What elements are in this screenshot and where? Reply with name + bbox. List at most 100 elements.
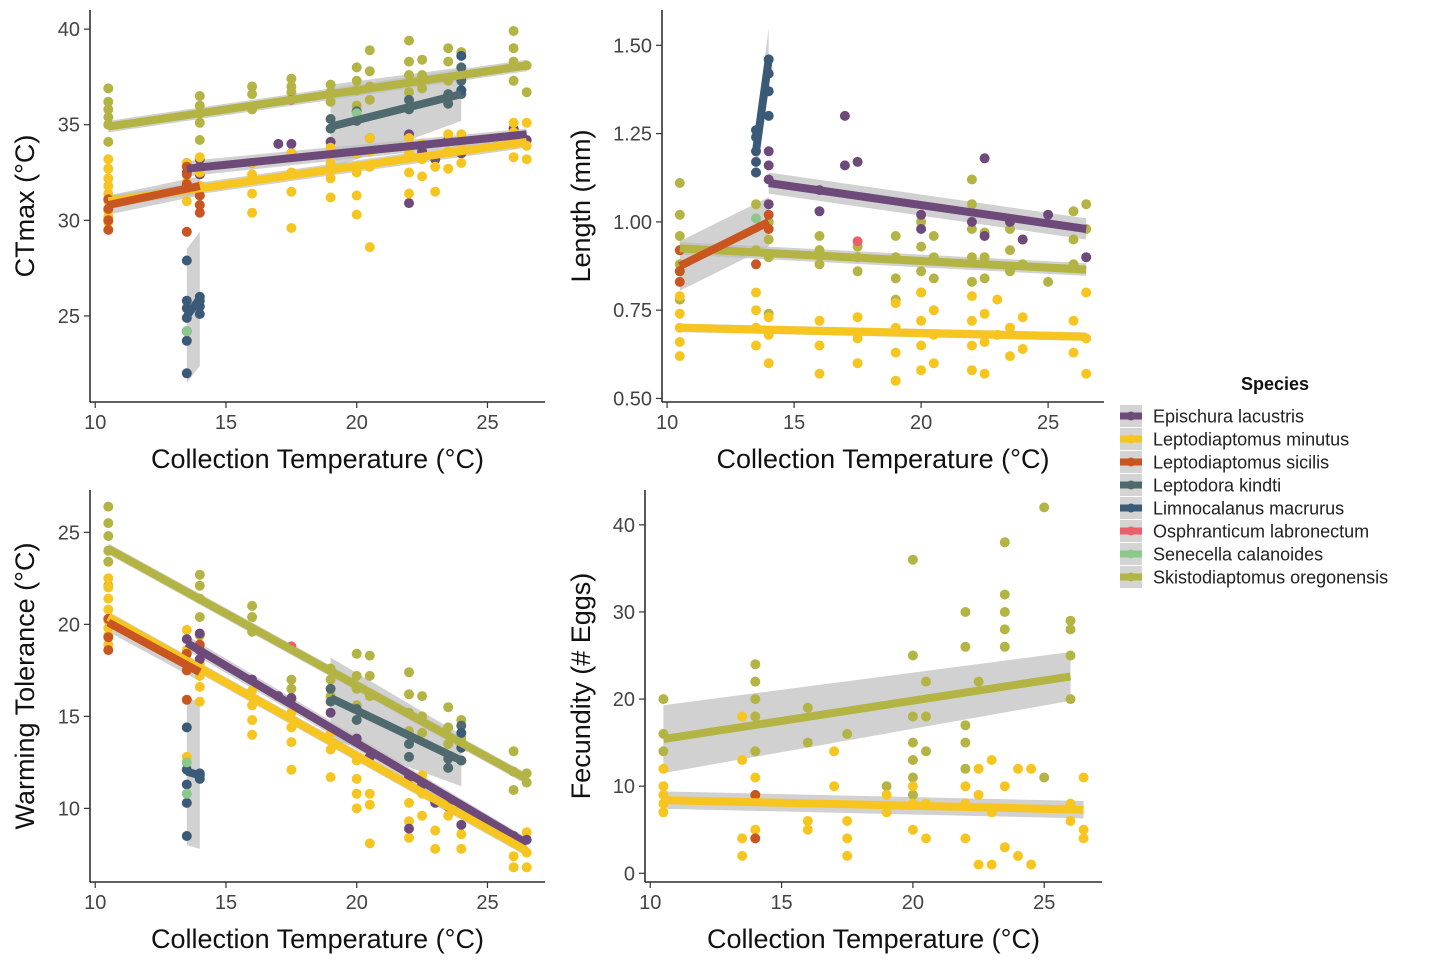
data-point-sko — [508, 785, 519, 795]
data-point-lmin — [351, 788, 362, 799]
data-point-sko — [364, 670, 375, 681]
data-point-sko — [928, 273, 939, 284]
data-point-lkin — [443, 762, 454, 773]
data-point-sko — [194, 100, 205, 111]
data-point-lsic — [194, 207, 205, 218]
y-tick-label: 30 — [613, 602, 635, 624]
fit-line-epi — [184, 639, 529, 847]
data-point-sko — [999, 641, 1010, 652]
legend-item-epi: Epischura lacustris — [1120, 405, 1304, 427]
data-point-sko — [508, 746, 519, 757]
data-point-lmin — [247, 729, 258, 740]
data-point-lmin — [802, 824, 813, 835]
data-point-lmin — [928, 305, 939, 316]
y-tick-label: 15 — [58, 706, 80, 728]
data-point-lmin — [999, 842, 1010, 853]
data-point-lmin — [907, 781, 918, 792]
legend-key-point — [1126, 526, 1136, 536]
legend-item-lmac: Limnocalanus macrurus — [1120, 497, 1344, 519]
data-point-sko — [351, 648, 362, 659]
legend-key-point — [1126, 411, 1136, 421]
legend-label: Limnocalanus macrurus — [1153, 499, 1344, 519]
data-point-sen — [751, 213, 761, 224]
data-point-lmin — [521, 154, 532, 165]
legend-item-sen: Senecella calanoides — [1120, 543, 1323, 565]
data-point-lmin — [194, 152, 205, 163]
data-point-epi — [763, 199, 774, 210]
data-point-lmin — [986, 859, 997, 870]
data-point-sko — [802, 737, 813, 748]
data-point-lmin — [103, 582, 114, 593]
data-point-lmin — [351, 803, 362, 814]
data-point-lmin — [802, 816, 813, 826]
data-point-lmin — [999, 781, 1010, 792]
data-point-sko — [1065, 694, 1076, 705]
data-point-sko — [404, 87, 414, 98]
data-point-sko — [999, 589, 1010, 600]
data-point-sko — [508, 43, 519, 54]
y-tick-label: 25 — [58, 522, 80, 544]
data-point-sko — [814, 231, 825, 241]
data-point-lmin — [286, 186, 297, 197]
data-point-sko — [658, 694, 669, 705]
fit-line-epi — [768, 179, 1087, 233]
fit-line-lmin — [679, 323, 1087, 341]
data-point-sko — [916, 241, 927, 252]
data-point-lmin — [737, 833, 748, 844]
data-point-epi — [1017, 234, 1028, 245]
fit-line-sko — [106, 545, 529, 783]
data-point-lsic — [194, 190, 205, 201]
data-point-lmin — [404, 816, 414, 827]
legend-label: Skistodiaptomus oregonensis — [1153, 568, 1388, 588]
y-tick-label: 0.75 — [613, 300, 652, 322]
x-tick-label: 10 — [84, 412, 106, 434]
fit-line-lsic — [107, 181, 201, 209]
data-point-lmac — [751, 167, 761, 178]
fit-line-lkin — [329, 90, 463, 131]
data-point-lmin — [194, 681, 205, 692]
data-point-lmin — [751, 287, 761, 298]
fit-line-lsic — [106, 618, 202, 676]
fit-line-lmac — [183, 296, 203, 319]
data-point-sko — [907, 789, 918, 800]
y-tick-label: 0 — [624, 863, 635, 885]
y-tick-label: 30 — [58, 210, 80, 232]
legend-key-point — [1126, 457, 1136, 467]
data-point-sko — [750, 694, 761, 705]
data-point-lsic — [103, 645, 114, 656]
y-tick-label: 10 — [58, 798, 80, 820]
data-point-lmac — [751, 156, 761, 167]
data-point-lmin — [1026, 859, 1037, 870]
data-point-lkin — [456, 62, 467, 73]
x-tick-label: 20 — [910, 412, 932, 434]
data-point-sko — [247, 612, 258, 622]
data-point-osp — [852, 236, 863, 247]
data-point-sko — [325, 79, 336, 90]
data-point-lmin — [508, 851, 519, 862]
data-point-lmin — [443, 810, 454, 821]
legend-item-lkin: Leptodora kindti — [1120, 474, 1281, 496]
data-point-sko — [966, 174, 977, 185]
data-point-lmin — [1017, 312, 1028, 323]
data-point-sko — [325, 674, 336, 685]
data-point-epi — [763, 146, 774, 157]
data-point-lmin — [247, 207, 258, 218]
data-point-sko — [103, 531, 114, 541]
data-point-sko — [1039, 502, 1050, 513]
data-point-sko — [103, 104, 114, 115]
data-point-lmin — [103, 180, 114, 191]
x-tick-label: 20 — [902, 892, 924, 914]
data-point-sko — [325, 96, 336, 107]
data-point-lmin — [916, 315, 927, 326]
data-point-lmin — [456, 158, 467, 168]
data-point-sko — [750, 659, 761, 670]
data-point-sko — [247, 89, 258, 100]
data-point-sko — [916, 216, 927, 227]
data-point-epi — [979, 231, 990, 241]
y-axis-title: Warming Tolerance (°C) — [10, 543, 40, 830]
data-point-sko — [842, 728, 853, 739]
data-point-lmin — [404, 188, 414, 199]
data-point-lmin — [814, 368, 825, 379]
y-tick-label: 20 — [613, 689, 635, 711]
data-point-sko — [417, 83, 428, 94]
